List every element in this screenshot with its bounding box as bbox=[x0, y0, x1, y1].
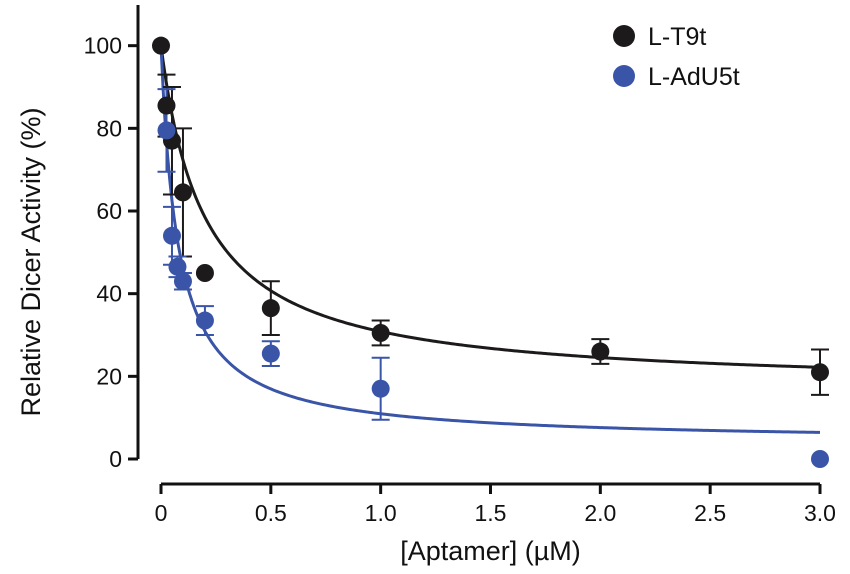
axes: 0 20 40 60 80 100 0 0.5 1.0 1.5 2.0 2.5 3.0 bbox=[84, 5, 836, 526]
x-tick-label: 2.0 bbox=[584, 500, 616, 526]
x-tick-label: 3.0 bbox=[804, 500, 836, 526]
y-axis-title: Relative Dicer Activity (%) bbox=[16, 107, 46, 416]
data-point bbox=[157, 121, 176, 140]
data-point bbox=[371, 323, 390, 342]
data-point bbox=[173, 183, 192, 202]
data-point bbox=[591, 342, 610, 361]
legend-label: L-T9t bbox=[648, 23, 706, 51]
legend-marker bbox=[613, 65, 635, 87]
y-tick-label: 100 bbox=[84, 33, 122, 59]
data-point bbox=[195, 264, 214, 282]
x-tick-label: 0.5 bbox=[255, 500, 287, 526]
data-point bbox=[261, 344, 280, 363]
legend-marker bbox=[613, 25, 635, 47]
y-tick-label: 0 bbox=[109, 446, 122, 472]
x-tick-label: 1.0 bbox=[365, 500, 397, 526]
data-point bbox=[168, 257, 187, 276]
x-tick-label: 0 bbox=[155, 500, 168, 526]
data-point bbox=[371, 379, 390, 398]
legend: L-T9t L-AdU5t bbox=[613, 23, 740, 91]
x-axis-title: [Aptamer] (µM) bbox=[400, 536, 581, 566]
data-point bbox=[261, 299, 280, 318]
data-point bbox=[811, 363, 829, 382]
data-point bbox=[173, 272, 192, 291]
y-tick-label: 40 bbox=[96, 281, 122, 307]
y-tick-label: 60 bbox=[96, 198, 122, 224]
fit-curve bbox=[159, 45, 821, 369]
y-tick-label: 80 bbox=[96, 115, 122, 141]
fit-curves bbox=[159, 45, 821, 434]
error-bars bbox=[157, 73, 829, 421]
y-tick-label: 20 bbox=[96, 363, 122, 389]
data-points bbox=[152, 36, 829, 468]
data-point bbox=[152, 36, 170, 55]
data-point bbox=[157, 96, 176, 115]
x-tick-label: 2.5 bbox=[694, 500, 726, 526]
fit-curve bbox=[159, 45, 821, 434]
data-point bbox=[195, 311, 214, 330]
data-point bbox=[162, 226, 181, 245]
data-point bbox=[811, 450, 829, 468]
legend-label: L-AdU5t bbox=[648, 63, 740, 91]
x-tick-label: 1.5 bbox=[475, 500, 507, 526]
